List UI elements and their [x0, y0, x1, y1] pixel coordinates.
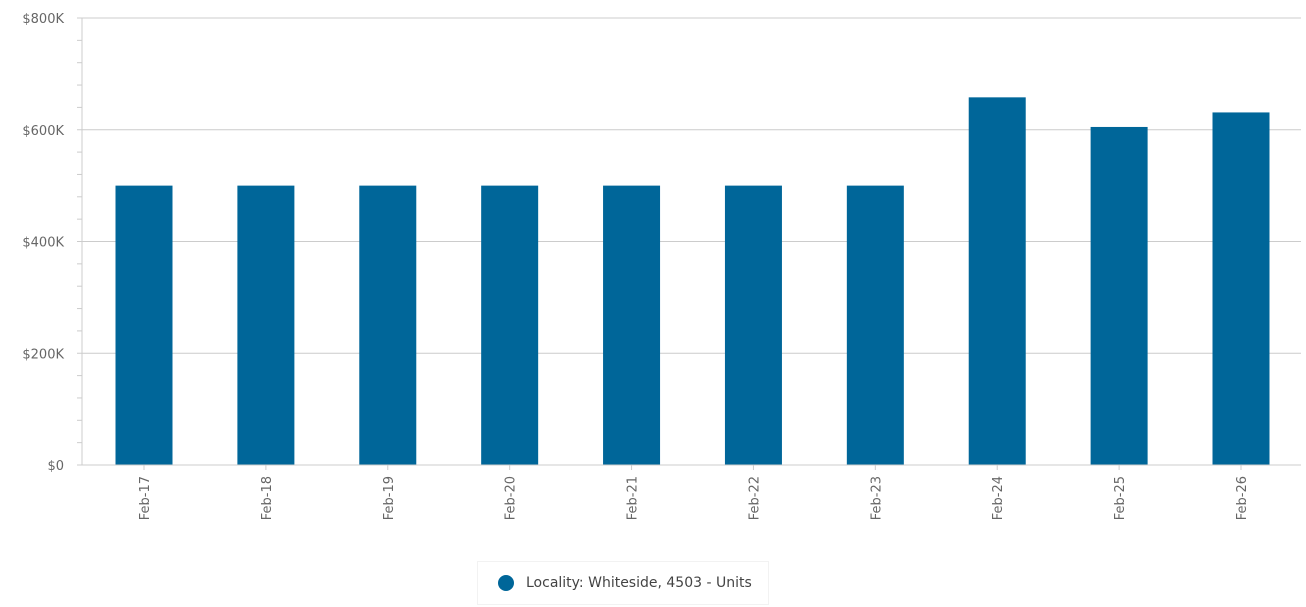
x-tick-label: Feb-20: [504, 476, 519, 520]
x-tick-label: Feb-23: [869, 476, 884, 520]
y-tick-label: $800K: [22, 12, 64, 27]
y-tick-label: $200K: [22, 347, 64, 362]
x-tick-label: Feb-17: [138, 476, 153, 520]
x-tick-label: Feb-22: [747, 476, 762, 520]
x-tick-label: Feb-18: [260, 476, 275, 520]
legend-label: Locality: Whiteside, 4503 - Units: [526, 575, 752, 591]
y-tick-label: $0: [47, 459, 64, 474]
legend-marker-icon: [498, 575, 514, 591]
bar-feb-22[interactable]: [724, 185, 782, 465]
bar-feb-26[interactable]: [1212, 112, 1270, 466]
bar-chart: $0 $200K $400K $600K $800K Feb-17 Feb-18 Feb-19…: [22, 12, 1301, 520]
bar-feb-21[interactable]: [603, 185, 661, 465]
bar-feb-25[interactable]: [1090, 126, 1148, 466]
y-tick-label: $600K: [22, 124, 64, 139]
chart-legend[interactable]: Locality: Whiteside, 4503 - Units: [477, 561, 769, 605]
x-tick-label: Feb-26: [1235, 476, 1250, 520]
x-tick-label: Feb-21: [626, 476, 641, 520]
bar-feb-18[interactable]: [237, 185, 295, 465]
bar-feb-17[interactable]: [115, 185, 173, 465]
bar-feb-20[interactable]: [481, 185, 539, 465]
bar-feb-19[interactable]: [359, 185, 417, 465]
bar-feb-24[interactable]: [968, 97, 1026, 465]
bar-feb-23[interactable]: [846, 185, 904, 465]
x-tick-label: Feb-19: [382, 476, 397, 520]
x-tick-label: Feb-25: [1113, 476, 1128, 520]
y-tick-label: $400K: [22, 236, 64, 251]
x-tick-label: Feb-24: [991, 476, 1006, 520]
